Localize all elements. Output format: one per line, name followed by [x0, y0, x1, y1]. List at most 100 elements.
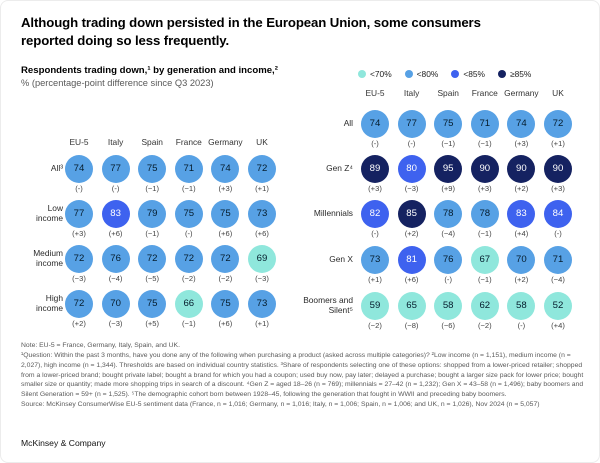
data-circle: 80 [397, 155, 426, 183]
data-circle: 59 [361, 292, 389, 320]
data-circle: 77 [65, 200, 93, 228]
footnote-note: Note: EU-5 = France, Germany, Italy, Spa… [21, 342, 180, 349]
data-circle: 75 [211, 200, 240, 228]
delta-label: (-) [554, 229, 562, 238]
column-header: Italy [107, 137, 124, 147]
delta-label: (−4) [551, 275, 565, 284]
legend-dot-icon [497, 70, 506, 78]
delta-label: (+3) [514, 139, 529, 148]
column-header: EU-5 [69, 137, 89, 147]
row-label: Gen X [329, 254, 353, 265]
delta-label: (−4) [441, 229, 456, 238]
data-circle: 77 [101, 155, 130, 183]
delta-label: (-) [75, 184, 83, 193]
chart-subtitle: Respondents trading down,¹ by generation… [21, 65, 278, 76]
data-circle: 72 [65, 290, 93, 318]
data-circle: 52 [544, 292, 572, 320]
column-header: UK [256, 137, 268, 147]
legend-label: <70% [370, 69, 392, 79]
data-circle: 75 [211, 290, 240, 318]
delta-label: (+1) [255, 184, 269, 193]
data-circle: 72 [138, 245, 167, 273]
legend-dot-icon [451, 70, 460, 78]
delta-label: (−1) [145, 184, 160, 193]
delta-label: (−6) [441, 321, 456, 330]
data-circle: 72 [211, 245, 240, 273]
footnotes: Note: EU-5 = France, Germany, Italy, Spa… [21, 341, 584, 410]
delta-label: (+2) [72, 319, 86, 328]
delta-label: (−8) [404, 321, 419, 330]
row-label: Boomers and Silent⁵ [303, 295, 353, 315]
data-circle: 70 [507, 246, 536, 274]
delta-label: (-) [111, 184, 120, 193]
delta-label: (−2) [181, 274, 196, 283]
row-label: Low income [36, 203, 63, 223]
delta-label: (−5) [145, 274, 160, 283]
exhibit-title-line2: reported doing so less frequently. [21, 32, 230, 48]
delta-label: (+2) [404, 229, 419, 238]
row-label: All [343, 118, 353, 129]
column-header: Italy [403, 88, 420, 98]
data-circle: 76 [434, 246, 463, 274]
data-circle: 75 [434, 110, 463, 138]
data-circle: 76 [101, 245, 130, 273]
data-circle: 72 [544, 110, 572, 138]
data-circle: 79 [138, 200, 167, 228]
delta-label: (−1) [181, 319, 196, 328]
data-circle: 65 [397, 292, 426, 320]
delta-label: (+1) [255, 319, 269, 328]
column-header: Spain [437, 88, 459, 98]
data-circle: 90 [544, 155, 572, 183]
delta-label: (+6) [255, 229, 269, 238]
data-circle: 67 [470, 246, 499, 274]
data-circle: 72 [174, 245, 203, 273]
data-circle: 58 [507, 292, 536, 320]
data-circle: 82 [361, 200, 389, 228]
legend-item: ≥85% [497, 69, 532, 79]
delta-label: (−1) [477, 275, 492, 284]
data-circle: 58 [434, 292, 463, 320]
data-circle: 83 [507, 200, 536, 228]
delta-label: (-) [444, 275, 452, 284]
column-header: France [471, 88, 498, 98]
delta-label: (+6) [218, 229, 233, 238]
column-header: France [175, 137, 202, 147]
data-circle: 89 [361, 155, 389, 183]
delta-label: (−3) [255, 274, 269, 283]
column-header: Spain [141, 137, 163, 147]
legend-label: ≥85% [509, 69, 532, 79]
legend: <70% <80% <85% ≥85% [358, 69, 531, 79]
delta-label: (+1) [551, 139, 565, 148]
data-circle: 75 [138, 290, 167, 318]
data-circle: 74 [507, 110, 536, 138]
delta-label: (-) [407, 139, 416, 148]
mckinsey-logo: McKinsey & Company [21, 438, 106, 448]
delta-label: (-) [517, 321, 526, 330]
legend-item: <80% [404, 69, 439, 79]
data-circle: 81 [397, 246, 426, 274]
data-circle: 75 [138, 155, 167, 183]
delta-label: (+6) [218, 319, 233, 328]
delta-label: (+6) [108, 229, 123, 238]
legend-label: <80% [416, 69, 439, 79]
data-circle: 78 [470, 200, 499, 228]
data-circle: 71 [544, 246, 572, 274]
data-circle: 73 [361, 246, 389, 274]
column-header: UK [552, 88, 564, 98]
delta-label: (−2) [368, 321, 382, 330]
delta-label: (−1) [145, 229, 160, 238]
column-header: Germany [208, 137, 243, 147]
data-circle: 95 [434, 155, 463, 183]
delta-label: (+6) [404, 275, 419, 284]
delta-label: (-) [371, 139, 379, 148]
delta-label: (-) [185, 229, 193, 238]
delta-label: (−2) [477, 321, 492, 330]
data-circle: 83 [101, 200, 130, 228]
data-circle: 90 [507, 155, 536, 183]
data-circle: 72 [248, 155, 276, 183]
legend-item: <85% [451, 69, 485, 79]
data-circle: 74 [361, 110, 389, 138]
delta-label: (+9) [441, 184, 456, 193]
delta-label: (-) [371, 229, 379, 238]
delta-label: (−1) [181, 184, 196, 193]
